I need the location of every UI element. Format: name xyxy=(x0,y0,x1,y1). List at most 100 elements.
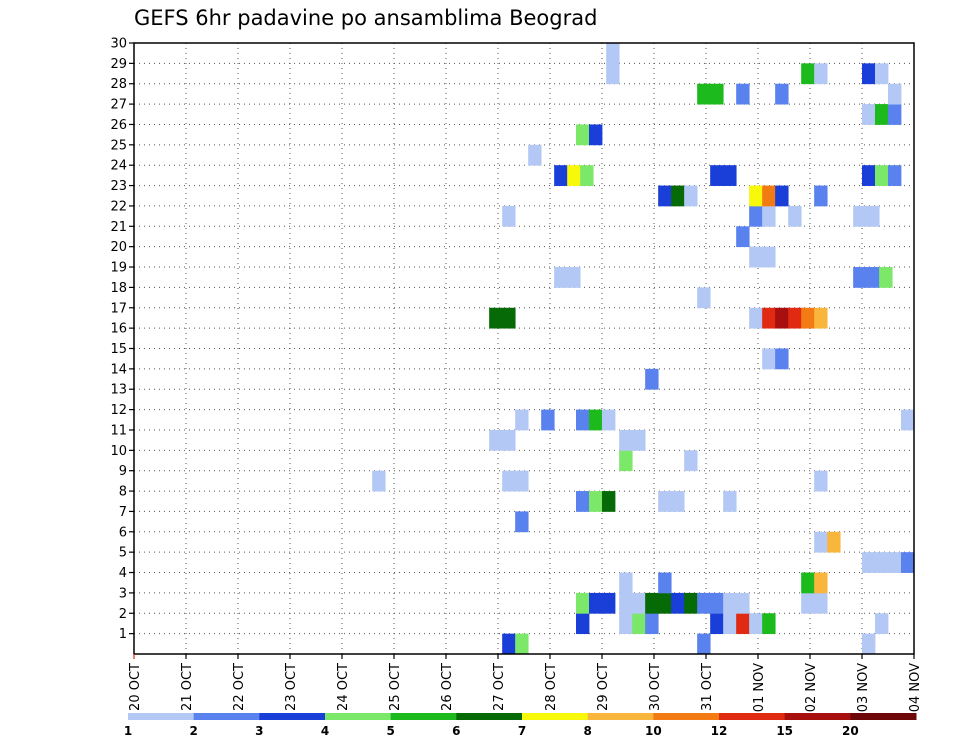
chart-title: GEFS 6hr padavine po ansamblima Beograd xyxy=(134,6,597,30)
heatmap-cell xyxy=(589,124,603,146)
colorbar-segment xyxy=(259,713,326,720)
y-tick-label: 19 xyxy=(110,261,127,276)
heatmap-cell xyxy=(749,613,763,635)
heatmap-cell xyxy=(671,592,685,614)
colorbar-segment xyxy=(390,713,457,720)
heatmap-cell xyxy=(862,633,876,655)
heatmap-cell xyxy=(875,165,889,186)
heatmap-cell xyxy=(723,491,737,512)
heatmap-cell xyxy=(875,63,889,85)
heatmap-cell xyxy=(589,491,603,512)
heatmap-cell xyxy=(853,267,867,288)
heatmap-cell xyxy=(866,205,880,227)
heatmap-cell xyxy=(723,592,737,614)
colorbar-segment xyxy=(325,713,392,720)
heatmap-cell xyxy=(762,613,776,635)
colorbar-label: 3 xyxy=(255,724,263,738)
heatmap-cell xyxy=(775,307,789,329)
x-tick-label: 26 OCT xyxy=(440,663,455,711)
heatmap-cell xyxy=(723,613,737,635)
heatmap-cell xyxy=(814,307,828,329)
y-tick-label: 13 xyxy=(110,383,127,398)
heatmap-cell xyxy=(814,63,828,85)
x-tick-label: 21 OCT xyxy=(180,663,195,711)
colorbar-label: 4 xyxy=(321,724,329,738)
colorbar-label: 2 xyxy=(189,724,197,738)
heatmap-cell xyxy=(697,83,711,105)
heatmap-cell xyxy=(801,307,815,329)
heatmap-cell xyxy=(502,307,516,329)
colorbar-segment xyxy=(850,713,917,720)
y-tick-label: 10 xyxy=(110,444,127,459)
y-tick-label: 29 xyxy=(110,57,127,72)
heatmap-cell xyxy=(814,470,828,492)
heatmap-cell xyxy=(684,592,698,614)
y-tick-label: 14 xyxy=(110,362,127,377)
heatmap-cell xyxy=(502,633,516,655)
heatmap-cell xyxy=(606,43,620,64)
y-tick-label: 9 xyxy=(119,464,127,479)
heatmap-cell xyxy=(814,185,828,207)
heatmap-cell xyxy=(853,205,867,227)
heatmap-cell xyxy=(576,592,590,614)
heatmap-cell xyxy=(710,613,724,635)
heatmap-cell xyxy=(602,592,616,614)
heatmap-cell xyxy=(576,491,590,512)
x-tick-label: 02 NOV xyxy=(804,663,819,712)
heatmap-cell xyxy=(645,613,659,635)
heatmap-cell xyxy=(602,409,616,431)
y-tick-label: 15 xyxy=(110,342,127,357)
heatmap-cell xyxy=(619,450,633,472)
colorbar-segment xyxy=(193,713,260,720)
x-tick-label: 01 NOV xyxy=(752,663,767,712)
heatmap-cell xyxy=(736,592,750,614)
heatmap-cell xyxy=(658,572,672,594)
colorbar-label: 8 xyxy=(583,724,591,738)
colorbar-segment xyxy=(587,713,654,720)
x-tick-label: 31 OCT xyxy=(700,663,715,711)
colorbar-segment xyxy=(653,713,720,720)
colorbar-label: 5 xyxy=(386,724,394,738)
heatmap-cell xyxy=(749,246,763,268)
heatmap-cell xyxy=(775,83,789,105)
heatmap-cell xyxy=(875,104,889,125)
heatmap-cell xyxy=(554,267,568,288)
y-tick-label: 4 xyxy=(119,566,127,581)
heatmap-cell xyxy=(875,613,889,635)
y-tick-label: 21 xyxy=(110,220,127,235)
x-tick-label: 27 OCT xyxy=(492,663,507,711)
heatmap-cell xyxy=(736,83,750,105)
heatmap-cell xyxy=(862,552,876,573)
colorbar-segment xyxy=(522,713,589,720)
heatmap-cell xyxy=(901,409,915,431)
x-tick-label: 20 OCT xyxy=(128,663,143,711)
heatmap-cell xyxy=(515,511,529,533)
heatmap-cells xyxy=(372,43,915,655)
heatmap-cell xyxy=(515,409,529,431)
heatmap-cell xyxy=(632,429,646,451)
heatmap-cell xyxy=(888,104,902,125)
heatmap-cell xyxy=(697,592,711,614)
heatmap-cell xyxy=(723,165,737,186)
heatmap-cell xyxy=(762,185,776,207)
y-tick-label: 11 xyxy=(110,423,127,438)
y-axis: 1234567891011121314151617181920212223242… xyxy=(110,37,134,642)
heatmap-cell xyxy=(697,633,711,655)
colorbar-label: 1 xyxy=(124,724,132,738)
heatmap-cell xyxy=(671,491,685,512)
y-tick-label: 2 xyxy=(119,607,127,622)
colorbar-label: 7 xyxy=(518,724,526,738)
x-tick-label: 22 OCT xyxy=(232,663,247,711)
colorbar-label: 10 xyxy=(645,724,662,738)
y-tick-label: 28 xyxy=(110,77,127,92)
heatmap-cell xyxy=(515,633,529,655)
heatmap-cell xyxy=(888,83,902,105)
y-tick-label: 23 xyxy=(110,179,127,194)
heatmap-cell xyxy=(658,592,672,614)
y-tick-label: 12 xyxy=(110,403,127,418)
heatmap-cell xyxy=(862,165,876,186)
heatmap-cell xyxy=(576,613,590,635)
heatmap-cell xyxy=(762,307,776,329)
heatmap-cell xyxy=(749,185,763,207)
heatmap-cell xyxy=(788,205,802,227)
